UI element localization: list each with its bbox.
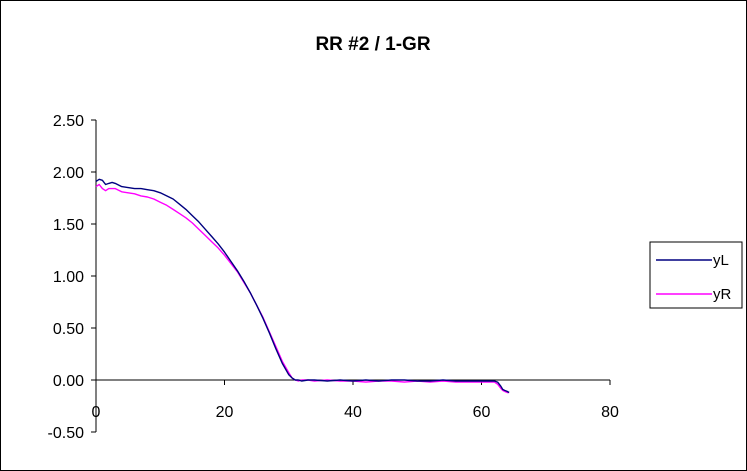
y-tick-label: 2.50 [53,113,84,130]
y-tick-label: 2.00 [53,165,84,182]
legend-box [649,241,743,309]
axes [95,120,610,432]
x-tick-label: 80 [601,404,619,421]
y-tick-label: 1.50 [53,217,84,234]
x-tick-label: 60 [473,404,491,421]
x-tick-label: 40 [344,404,362,421]
x-tick-label: 20 [216,404,234,421]
series-line-yl [95,178,510,394]
series-line-yr [95,183,510,394]
x-axis-ticks: 0 20 40 60 80 [92,380,619,421]
y-axis-ticks: 2.50 2.00 1.50 1.00 0.50 0.00 -0.50 [48,113,96,442]
y-tick-label: 0.50 [53,321,84,338]
y-tick-label: 0.00 [53,373,84,390]
legend-label-yr: yR [713,286,732,303]
x-tick-label: 0 [92,404,101,421]
chart-title: RR #2 / 1-GR [315,34,430,55]
legend: yL yR [649,241,743,309]
y-tick-label: -0.50 [48,425,85,442]
series-layer [95,178,510,394]
y-tick-label: 1.00 [53,269,84,286]
legend-label-yl: yL [713,252,729,269]
